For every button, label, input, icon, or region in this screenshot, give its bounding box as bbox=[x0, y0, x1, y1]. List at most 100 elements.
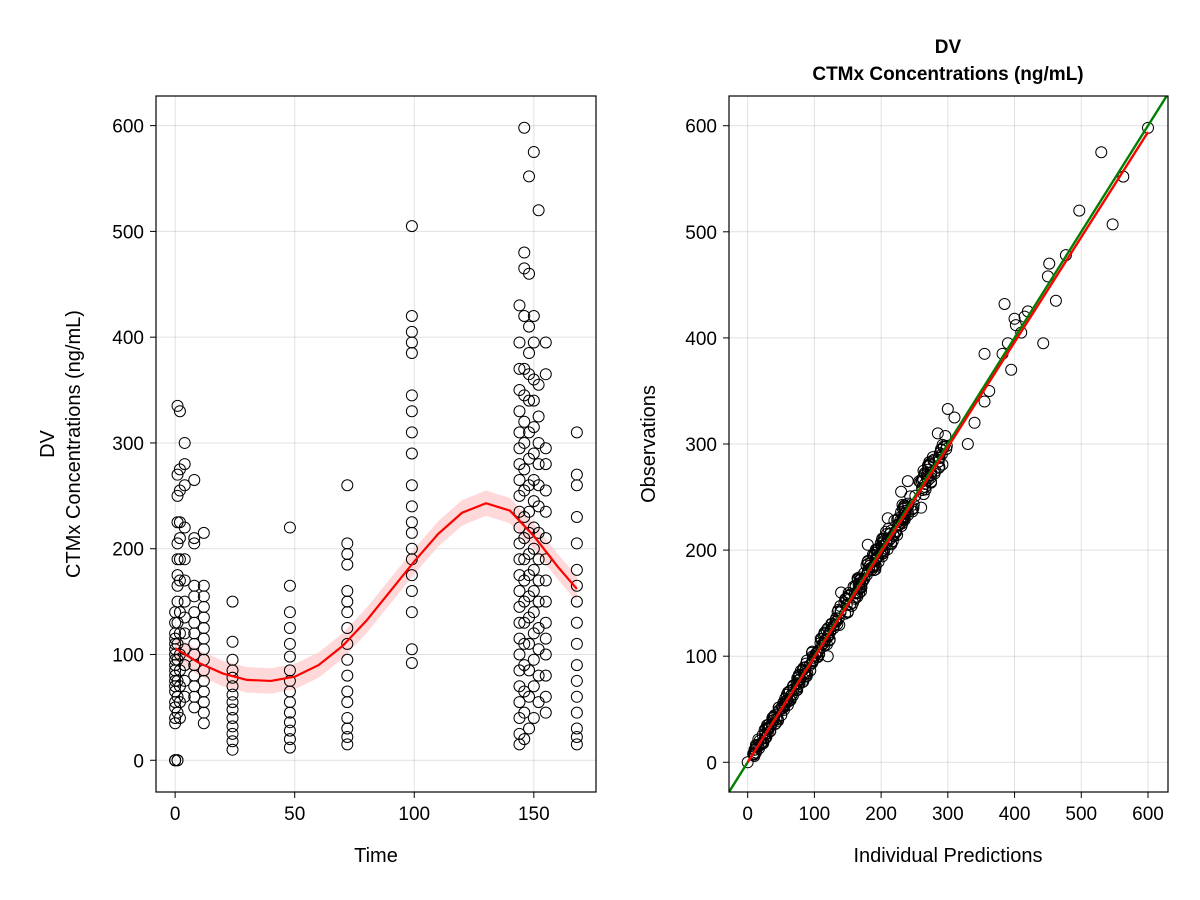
left-point-t144-10 bbox=[513, 585, 526, 598]
left-point-t99-15 bbox=[405, 347, 418, 360]
left-point-t12-3 bbox=[197, 685, 210, 698]
right-point-25 bbox=[931, 427, 944, 440]
left-point-t24-0 bbox=[226, 743, 239, 756]
right-x-tick-label-0: 0 bbox=[742, 804, 753, 825]
left-point-t155-6 bbox=[539, 595, 552, 608]
right-y-ticks: 0 100 200 300 400 500 600 bbox=[685, 117, 729, 774]
left-point-t72-11 bbox=[341, 595, 354, 608]
right-y-tick-label-200: 200 bbox=[685, 541, 717, 562]
right-y-axis-label: Observations bbox=[638, 385, 660, 503]
left-point-t1-1 bbox=[171, 754, 184, 767]
left-point-t72-8 bbox=[341, 637, 354, 650]
left-point-t1-7 bbox=[171, 616, 184, 629]
left-point-t72-12 bbox=[341, 585, 354, 598]
left-point-t48-10 bbox=[283, 637, 296, 650]
left-point-t168-16 bbox=[570, 426, 583, 439]
left-point-t155-4 bbox=[539, 632, 552, 645]
left-point-t48-5 bbox=[283, 696, 296, 709]
left-smooth-curve-layer bbox=[174, 502, 578, 683]
left-point-t24-8 bbox=[226, 680, 239, 693]
left-panel: 0 50 100 150 0 100 200 300 400 500 600 Time DV CT… bbox=[37, 95, 597, 867]
left-point-t152-5 bbox=[532, 574, 545, 587]
left-point-t24-5 bbox=[226, 703, 239, 716]
left-x-tick-label-0: 0 bbox=[170, 804, 181, 825]
left-point-t12-8 bbox=[197, 632, 210, 645]
left-point-t24-4 bbox=[226, 711, 239, 724]
left-point-t1-14 bbox=[171, 489, 184, 502]
right-x-tick-label-600: 600 bbox=[1132, 804, 1164, 825]
left-point-t24-7 bbox=[226, 688, 239, 701]
left-point-t72-5 bbox=[341, 685, 354, 698]
right-point-7 bbox=[1043, 257, 1056, 270]
left-point-t99-10 bbox=[405, 479, 418, 492]
right-point-16 bbox=[1037, 337, 1050, 350]
left-point-t4-9 bbox=[178, 521, 191, 534]
left-point-t155-1 bbox=[539, 690, 552, 703]
left-point-t4-4 bbox=[178, 627, 191, 640]
left-point-t48-14 bbox=[283, 521, 296, 534]
left-point-t99-1 bbox=[405, 643, 418, 656]
left-point-t168-5 bbox=[570, 674, 583, 687]
left-smooth-confidence-band bbox=[175, 490, 577, 694]
left-point-t150-1 bbox=[527, 680, 540, 693]
left-point-t12-11 bbox=[197, 600, 210, 613]
right-point-dense-156 bbox=[909, 489, 922, 502]
right-point-dense-306 bbox=[860, 569, 873, 582]
left-x-ticks: 0 50 100 150 bbox=[170, 792, 550, 825]
left-point-t12-2 bbox=[197, 696, 210, 709]
left-smooth-curve bbox=[174, 502, 578, 683]
left-point-t72-1 bbox=[341, 730, 354, 743]
right-x-axis-label: Individual Predictions bbox=[854, 845, 1043, 867]
left-point-t148-17 bbox=[523, 267, 536, 280]
right-point-2 bbox=[1095, 146, 1108, 159]
right-point-10 bbox=[998, 297, 1011, 310]
left-point-t24-3 bbox=[226, 720, 239, 733]
right-reference-lines bbox=[729, 96, 1168, 792]
left-point-t152-2 bbox=[532, 643, 545, 656]
right-point-30 bbox=[915, 501, 928, 514]
right-point-dense-317 bbox=[856, 575, 869, 588]
left-point-t8-13 bbox=[188, 532, 201, 545]
left-point-t144-20 bbox=[513, 426, 526, 439]
right-x-tick-label-100: 100 bbox=[799, 804, 831, 825]
left-point-t148-3 bbox=[523, 637, 536, 650]
left-x-tick-label-150: 150 bbox=[518, 804, 550, 825]
right-point-dense-341 bbox=[863, 563, 876, 576]
left-point-t4-8 bbox=[178, 553, 191, 566]
left-point-t150-2 bbox=[527, 653, 540, 666]
left-point-t4-10 bbox=[178, 479, 191, 492]
right-y-tick-label-500: 500 bbox=[685, 223, 717, 244]
left-point-t144-6 bbox=[513, 648, 526, 661]
left-y-tick-label-100: 100 bbox=[112, 645, 144, 666]
left-y-tick-label-600: 600 bbox=[112, 117, 144, 138]
right-point-dense-214 bbox=[898, 506, 911, 519]
left-point-t72-0 bbox=[341, 738, 354, 751]
left-point-t168-1 bbox=[570, 730, 583, 743]
left-point-t72-3 bbox=[341, 711, 354, 724]
left-point-t168-3 bbox=[570, 706, 583, 719]
left-point-t99-19 bbox=[405, 220, 418, 233]
left-x-tick-label-50: 50 bbox=[284, 804, 305, 825]
left-point-t148-1 bbox=[523, 690, 536, 703]
left-point-t48-3 bbox=[283, 716, 296, 729]
left-point-t146-14 bbox=[518, 415, 531, 428]
left-point-t168-11 bbox=[570, 563, 583, 576]
left-point-t72-10 bbox=[341, 606, 354, 619]
left-point-t48-9 bbox=[283, 650, 296, 663]
left-scatter-points bbox=[169, 121, 583, 767]
left-point-t72-14 bbox=[341, 548, 354, 561]
left-point-t146-0 bbox=[518, 733, 531, 746]
left-point-t168-7 bbox=[570, 637, 583, 650]
left-point-t4-5 bbox=[178, 611, 191, 624]
right-point-4 bbox=[1073, 204, 1086, 217]
left-point-t12-10 bbox=[197, 611, 210, 624]
left-point-t8-9 bbox=[188, 606, 201, 619]
left-point-t168-10 bbox=[570, 579, 583, 592]
left-point-t48-2 bbox=[283, 724, 296, 737]
left-point-t48-1 bbox=[283, 733, 296, 746]
left-point-t146-19 bbox=[518, 246, 531, 259]
left-point-t155-11 bbox=[539, 484, 552, 497]
right-lines-clipped bbox=[729, 96, 1168, 792]
left-point-t148-2 bbox=[523, 664, 536, 677]
